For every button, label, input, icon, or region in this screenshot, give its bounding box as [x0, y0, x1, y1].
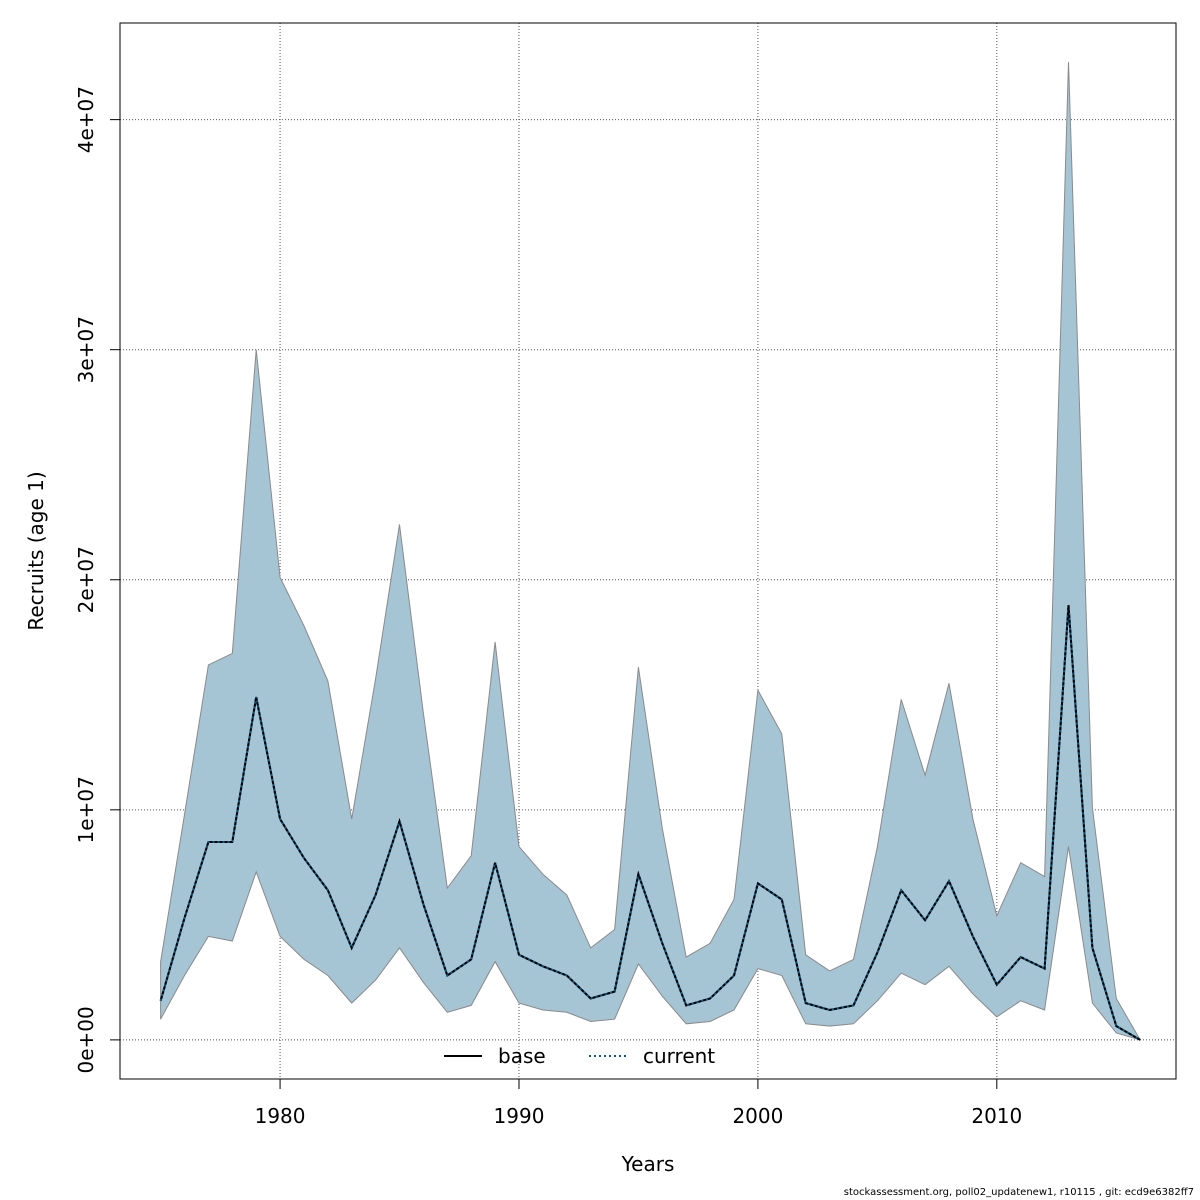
- legend-label-current: current: [643, 1044, 715, 1068]
- y-axis-title: Recruits (age 1): [24, 471, 48, 630]
- x-tick-label-1: 1990: [494, 1104, 545, 1128]
- y-tick-label-2: 2e+07: [74, 546, 98, 613]
- y-tick-label-3: 3e+07: [74, 316, 98, 383]
- plot-frame: [119, 22, 1177, 1080]
- x-axis-title: Years: [621, 1152, 675, 1176]
- x-tick-label-0: 1980: [255, 1104, 306, 1128]
- x-tick-label-3: 2010: [971, 1104, 1022, 1128]
- series-lines: [159, 605, 1141, 1041]
- x-tick-label-2: 2000: [732, 1104, 783, 1128]
- y-tick-label-0: 0e+00: [74, 1006, 98, 1073]
- series-line-current: [159, 605, 1141, 1041]
- legend: base current: [444, 1044, 715, 1068]
- y-axis: 0e+00 1e+07 2e+07 3e+07 4e+07: [74, 86, 120, 1074]
- y-tick-label-4: 4e+07: [74, 86, 98, 153]
- x-axis: 1980 1990 2000 2010: [255, 1079, 1022, 1128]
- confidence-band: [160, 62, 1142, 1041]
- footer-note: stockassessment.org, poll02_updatenew1, …: [843, 1187, 1194, 1198]
- legend-label-base: base: [498, 1044, 546, 1068]
- y-tick-label-1: 1e+07: [74, 776, 98, 843]
